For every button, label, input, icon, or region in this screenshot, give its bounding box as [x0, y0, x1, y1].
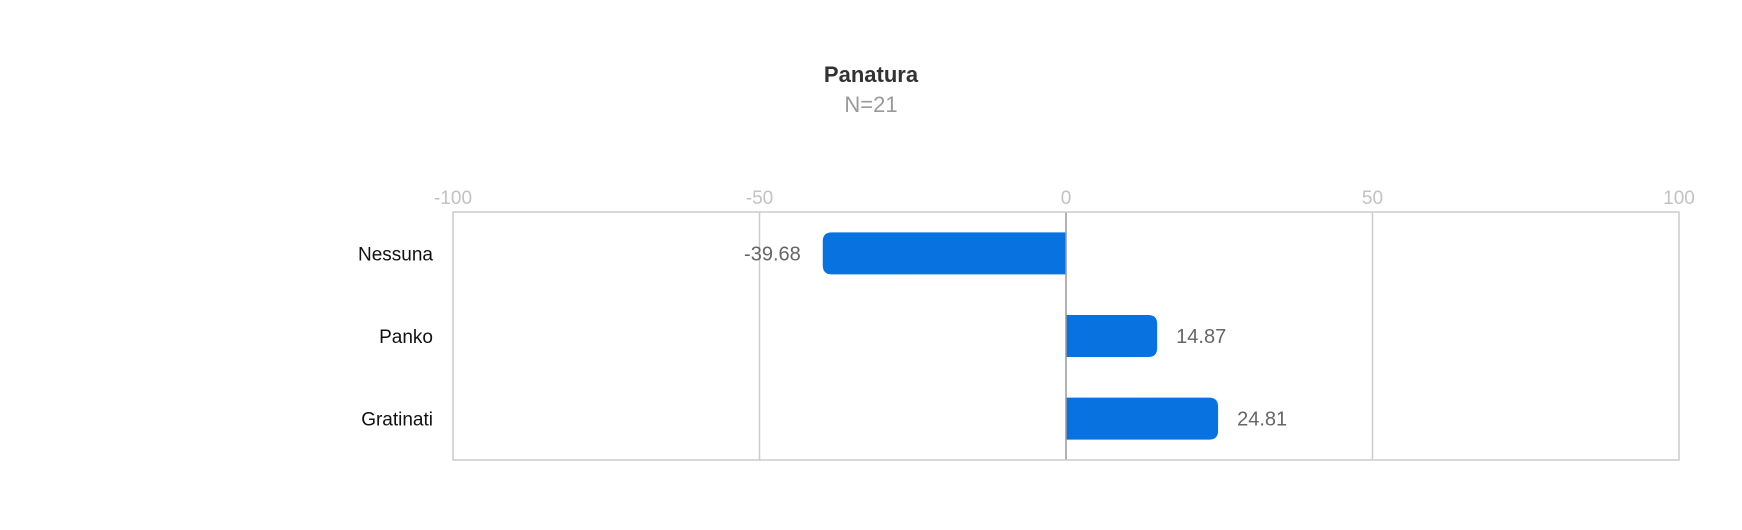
bars	[822, 232, 1219, 440]
category-label-gratinati: Gratinati	[361, 410, 433, 431]
category-label-panko: Panko	[379, 327, 433, 348]
plot-frame	[452, 211, 1680, 461]
tick-labels: -100 -50 0 50 100	[434, 188, 1695, 209]
chart-subtitle: N=21	[844, 92, 897, 117]
category-label-nessuna: Nessuna	[358, 244, 433, 265]
value-label-gratinati: 24.81	[1237, 409, 1287, 431]
value-label-nessuna: -39.68	[744, 243, 801, 265]
x-tick-label: 0	[1061, 188, 1072, 209]
x-tick-label: 50	[1362, 188, 1383, 209]
value-label-panko: 14.87	[1176, 326, 1226, 348]
bar-nessuna	[822, 232, 1066, 275]
grid-layer	[758, 212, 1374, 460]
bar-gratinati	[1066, 397, 1219, 440]
bar-panko	[1066, 315, 1158, 357]
x-tick-label: -100	[434, 188, 472, 209]
category-labels: Nessuna Panko Gratinati	[358, 244, 433, 430]
chart-title: Panatura	[824, 62, 919, 87]
value-labels: -39.68 14.87 24.81	[744, 243, 1287, 430]
x-tick-label: 100	[1663, 188, 1695, 209]
x-tick-label: -50	[746, 188, 773, 209]
